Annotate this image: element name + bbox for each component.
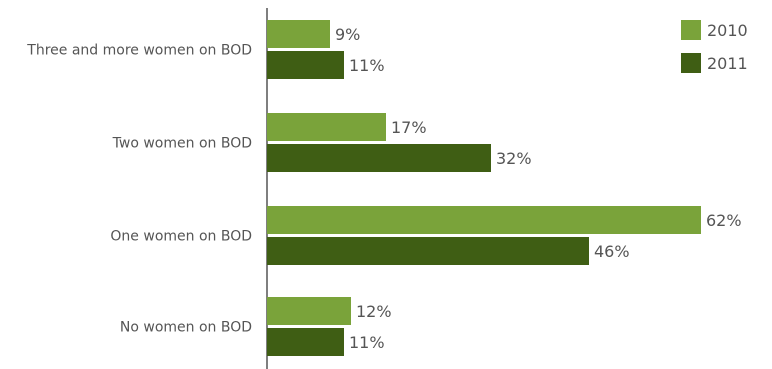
category-label: One women on BOD xyxy=(110,229,252,245)
bar-2011-0 xyxy=(267,51,344,79)
data-label: 11% xyxy=(349,333,385,352)
data-label: 46% xyxy=(594,242,630,261)
value-labels: 9% 11% 17% 32% 62% 46% 12% 11% xyxy=(335,25,742,352)
data-label: 11% xyxy=(349,56,385,75)
bar-2011-3 xyxy=(267,328,344,356)
category-label: No women on BOD xyxy=(120,320,252,336)
category-label: Two women on BOD xyxy=(112,136,252,152)
bar-2010-3 xyxy=(267,297,351,325)
bar-2010-2 xyxy=(267,206,701,234)
category-label: Three and more women on BOD xyxy=(26,43,252,59)
data-label: 17% xyxy=(391,118,427,137)
data-label: 62% xyxy=(706,211,742,230)
bar-2010-0 xyxy=(267,20,330,48)
legend: 2010 2011 xyxy=(681,20,748,73)
data-label: 32% xyxy=(496,149,532,168)
bars xyxy=(267,20,701,356)
legend-swatch-2011 xyxy=(681,53,701,73)
data-label: 12% xyxy=(356,302,392,321)
legend-label: 2011 xyxy=(707,54,748,73)
bar-2010-1 xyxy=(267,113,386,141)
data-label: 9% xyxy=(335,25,360,44)
bar-2011-1 xyxy=(267,144,491,172)
legend-swatch-2010 xyxy=(681,20,701,40)
category-axis: Three and more women on BOD Two women on … xyxy=(26,8,268,369)
bar-2011-2 xyxy=(267,237,589,265)
legend-label: 2010 xyxy=(707,21,748,40)
